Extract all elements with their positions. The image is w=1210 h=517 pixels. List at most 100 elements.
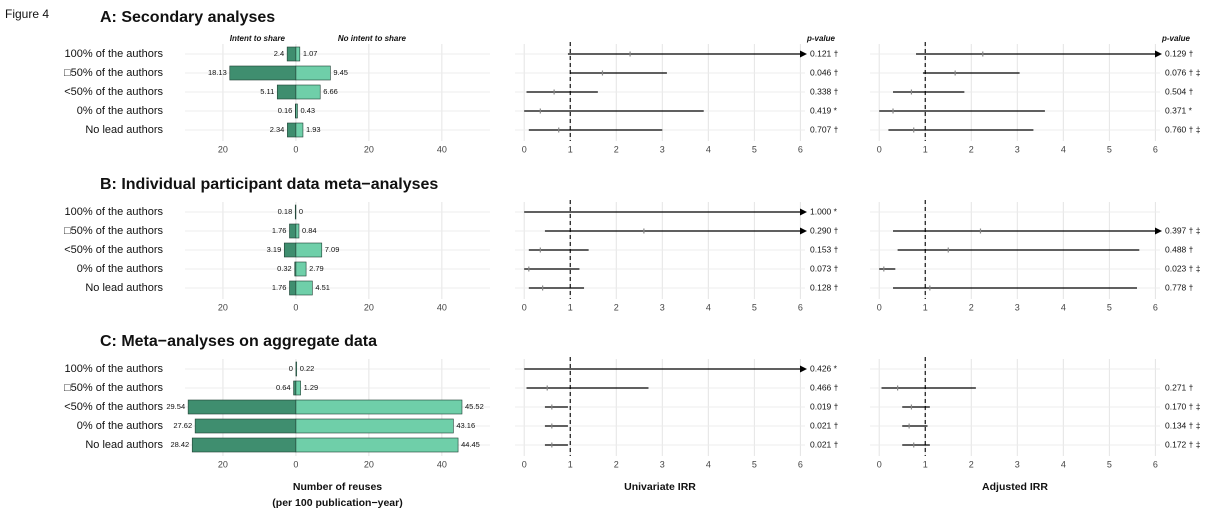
category-label: 0% of the authors	[77, 420, 164, 432]
p-value: 0.426 *	[810, 363, 838, 373]
bar	[229, 65, 297, 81]
p-value: 0.760 † ‡	[1165, 124, 1201, 134]
x-tick-label: 2	[614, 302, 619, 312]
x-axis-label: Number of reuses	[293, 481, 382, 493]
legend-label: Intent to share	[230, 34, 286, 43]
value-label: 1.93	[306, 125, 321, 134]
value-label: 0.32	[277, 264, 292, 273]
bar	[295, 46, 301, 62]
bar	[289, 223, 297, 239]
x-tick-label: 2	[969, 459, 974, 469]
x-tick-label: 0	[522, 459, 527, 469]
x-tick-label: 20	[364, 144, 374, 154]
p-value: 0.707 †	[810, 124, 839, 134]
panel-title: B: Individual participant data meta−anal…	[100, 176, 438, 193]
category-label: □50% of the authors	[64, 225, 163, 237]
bar	[295, 418, 454, 434]
p-value: 0.129 †	[1165, 48, 1194, 58]
x-tick-label: 4	[1061, 144, 1066, 154]
category-label: 100% of the authors	[65, 206, 164, 218]
value-label: 0	[299, 207, 303, 216]
x-tick-label: 0	[877, 302, 882, 312]
value-label: 0.22	[300, 364, 315, 373]
value-label: 1.76	[272, 283, 287, 292]
p-value: 0.778 †	[1165, 282, 1194, 292]
x-tick-label: 1	[568, 302, 573, 312]
arrow-head	[800, 227, 807, 235]
value-label: 3.19	[267, 245, 282, 254]
x-tick-label: 6	[1153, 144, 1158, 154]
value-label: 43.16	[456, 421, 475, 430]
x-axis-label: Univariate IRR	[624, 481, 696, 493]
bar	[295, 223, 300, 239]
bar	[283, 242, 297, 258]
bar	[295, 261, 307, 277]
x-tick-label: 20	[364, 302, 374, 312]
p-value: 0.128 †	[810, 282, 839, 292]
value-label: 7.09	[325, 245, 340, 254]
bar	[295, 84, 321, 100]
category-label: 100% of the authors	[65, 363, 164, 375]
p-value: 0.466 †	[810, 382, 839, 392]
category-label: No lead authors	[85, 282, 163, 294]
value-label: 2.4	[274, 49, 284, 58]
x-tick-label: 4	[706, 144, 711, 154]
arrow-head	[1155, 50, 1162, 58]
x-axis-label: (per 100 publication−year)	[272, 497, 402, 509]
value-label: 0.43	[300, 106, 315, 115]
x-tick-label: 2	[614, 459, 619, 469]
category-label: 0% of the authors	[77, 263, 164, 275]
x-tick-label: 20	[218, 302, 228, 312]
x-tick-label: 0	[522, 144, 527, 154]
value-label: 18.13	[208, 68, 227, 77]
x-tick-label: 6	[798, 144, 803, 154]
x-tick-label: 4	[706, 459, 711, 469]
p-value-header: p-value	[806, 34, 836, 43]
value-label: 44.45	[461, 440, 480, 449]
x-tick-label: 6	[1153, 302, 1158, 312]
p-value: 0.153 †	[810, 244, 839, 254]
p-value: 0.046 †	[810, 67, 839, 77]
value-label: 27.62	[173, 421, 192, 430]
figure-label: Figure 4	[5, 7, 49, 21]
x-tick-label: 5	[752, 144, 757, 154]
p-value: 1.000 *	[810, 206, 838, 216]
x-tick-label: 3	[1015, 302, 1020, 312]
bar	[295, 122, 304, 138]
x-tick-label: 1	[923, 302, 928, 312]
bar	[294, 204, 297, 220]
value-label: 29.54	[166, 402, 185, 411]
value-label: 4.51	[315, 283, 330, 292]
value-label: 1.76	[272, 226, 287, 235]
category-label: 0% of the authors	[77, 105, 164, 117]
bar	[289, 280, 297, 296]
p-value: 0.488 †	[1165, 244, 1194, 254]
value-label: 2.34	[270, 125, 285, 134]
p-value: 0.019 †	[810, 401, 839, 411]
x-tick-label: 20	[364, 459, 374, 469]
value-label: 0.84	[302, 226, 317, 235]
x-tick-label: 0	[877, 459, 882, 469]
x-tick-label: 6	[1153, 459, 1158, 469]
p-value: 0.134 † ‡	[1165, 420, 1201, 430]
value-label: 5.11	[260, 87, 274, 96]
bar	[295, 65, 331, 81]
x-tick-label: 0	[293, 144, 298, 154]
x-axis-label: Adjusted IRR	[982, 481, 1048, 493]
value-label: 45.52	[465, 402, 484, 411]
x-tick-label: 1	[923, 144, 928, 154]
x-tick-label: 20	[218, 459, 228, 469]
x-tick-label: 1	[568, 459, 573, 469]
bar	[295, 280, 313, 296]
x-tick-label: 5	[1107, 459, 1112, 469]
bar	[295, 361, 298, 377]
p-value: 0.504 †	[1165, 86, 1194, 96]
arrow-head	[800, 365, 807, 373]
value-label: 1.07	[303, 49, 318, 58]
x-tick-label: 1	[568, 144, 573, 154]
p-value: 0.172 † ‡	[1165, 439, 1201, 449]
x-tick-label: 2	[969, 302, 974, 312]
x-tick-label: 5	[752, 302, 757, 312]
category-label: □50% of the authors	[64, 382, 163, 394]
